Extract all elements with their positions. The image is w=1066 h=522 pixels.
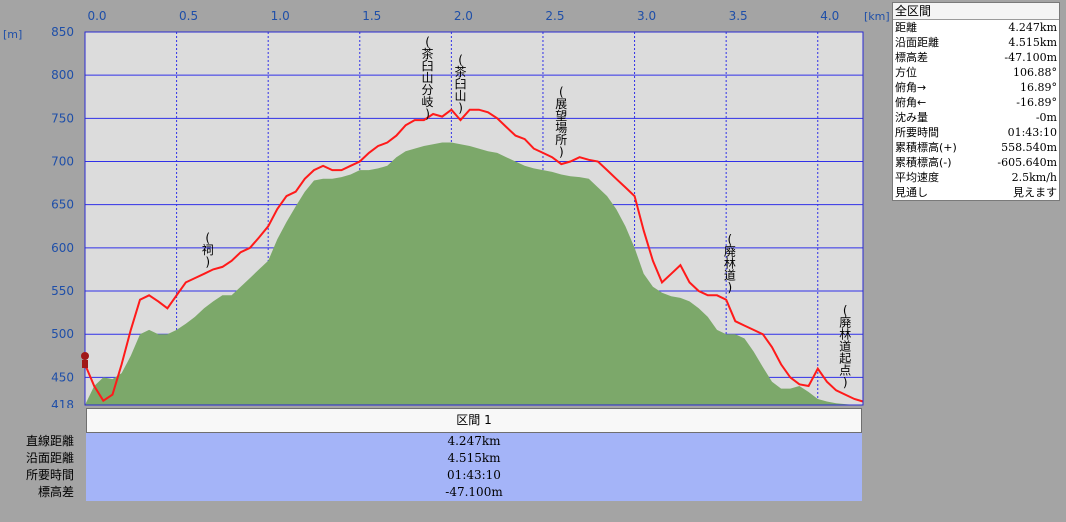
x-tick-label: 2.0 (454, 9, 473, 23)
panel-title: 全区間 (893, 3, 1059, 20)
panel-row-value: 4.247km (1008, 21, 1057, 34)
panel-row-label: 俯角→ (895, 81, 927, 94)
x-tick-label: 0.5 (179, 9, 198, 23)
panel-row-value: -16.89° (1016, 96, 1057, 109)
x-tick-label: 4.0 (820, 9, 839, 23)
panel-row-value: -0m (1035, 111, 1057, 124)
panel-row-label: 平均速度 (895, 171, 939, 184)
summary-value: 4.515km (86, 450, 862, 467)
summary-label: 直線距離 (25, 434, 74, 448)
summary-value: 01:43:10 (86, 467, 862, 484)
start-marker-icon (81, 352, 89, 368)
y-tick-label: 550 (51, 284, 74, 298)
panel-row: 所要時間 01:43:10 (893, 125, 1059, 140)
x-axis-unit-label: [km] (864, 10, 890, 23)
y-tick-label: 600 (51, 241, 74, 255)
panel-row: 沈み量 -0m (893, 110, 1059, 125)
waypoint-label: (祠) (202, 231, 214, 269)
y-axis-unit-label: [m] (3, 28, 22, 41)
panel-row: 見通し 見えます (893, 185, 1059, 200)
panel-row-value: 01:43:10 (1007, 126, 1057, 139)
panel-row: 累積標高(+) 558.540m (893, 140, 1059, 155)
panel-row: 方位 106.88° (893, 65, 1059, 80)
waypoint-label: (廃林道) (724, 233, 736, 295)
panel-row-value: -47.100m (1004, 51, 1057, 64)
waypoint-annotations: (茶臼山分岐) (茶臼山) (展望場所) (祠) (廃林道) (廃林道起点) (202, 35, 852, 390)
panel-row-value: 106.88° (1013, 66, 1057, 79)
panel-row: 標高差 -47.100m (893, 50, 1059, 65)
panel-row-value: -605.640m (997, 156, 1057, 169)
panel-row-label: 累積標高(-) (895, 156, 952, 169)
x-axis-ticks: 0.0 0.5 1.0 1.5 2.0 2.5 3.0 3.5 4.0 (87, 9, 839, 23)
panel-row-label: 俯角← (895, 96, 927, 109)
summary-label: 沿面距離 (25, 451, 74, 465)
panel-row: 沿面距離 4.515km (893, 35, 1059, 50)
summary-row: 標高差 -47.100m (0, 484, 866, 501)
waypoint-label: (廃林道起点) (839, 304, 851, 390)
panel-row-value: 見えます (1013, 186, 1057, 199)
y-tick-label: 500 (51, 327, 74, 341)
x-tick-label: 3.0 (637, 9, 656, 23)
panel-row: 累積標高(-) -605.640m (893, 155, 1059, 170)
panel-row: 俯角← -16.89° (893, 95, 1059, 110)
route-profile-line (84, 108, 864, 403)
statistics-panel: 全区間 距離 4.247km 沿面距離 4.515km 標高差 -47.100m 方位 106… (892, 2, 1060, 201)
y-tick-label: 850 (51, 25, 74, 39)
x-tick-label: 1.5 (362, 9, 381, 23)
panel-row-label: 累積標高(+) (895, 141, 957, 154)
panel-row-label: 所要時間 (895, 126, 939, 139)
y-tick-label: 450 (51, 370, 74, 384)
x-tick-label: 1.0 (271, 9, 290, 23)
section-summary: 直線距離 4.247km 沿面距離 4.515km 所要時間 01:43:10 標高差 -47… (0, 433, 866, 501)
panel-row-value: 16.89° (1020, 81, 1057, 94)
y-tick-label: 700 (51, 155, 74, 169)
summary-row: 直線距離 4.247km (0, 433, 866, 450)
panel-row: 平均速度 2.5km/h (893, 170, 1059, 185)
y-tick-label: 800 (51, 68, 74, 82)
summary-row: 所要時間 01:43:10 (0, 467, 866, 484)
panel-row-value: 558.540m (1001, 141, 1057, 154)
panel-row-label: 標高差 (895, 51, 928, 64)
waypoint-label: (茶臼山分岐) (422, 35, 434, 121)
summary-value: -47.100m (86, 484, 862, 501)
y-axis-ticks: 850 800 750 700 650 600 550 500 450 418 (51, 25, 74, 408)
panel-row-value: 4.515km (1008, 36, 1057, 49)
summary-row: 沿面距離 4.515km (0, 450, 866, 467)
panel-row-label: 沈み量 (895, 111, 928, 124)
panel-rows: 距離 4.247km 沿面距離 4.515km 標高差 -47.100m 方位 106.88°… (893, 20, 1059, 200)
waypoint-label: (茶臼山) (455, 53, 467, 115)
summary-value: 4.247km (86, 433, 862, 450)
x-tick-label: 2.5 (545, 9, 564, 23)
summary-label: 標高差 (37, 485, 74, 499)
y-tick-label: 418 (51, 398, 74, 408)
x-tick-label: 0.0 (87, 9, 106, 23)
panel-row-label: 見通し (895, 186, 928, 199)
waypoint-label: (展望場所) (555, 85, 567, 159)
panel-row: 俯角→ 16.89° (893, 80, 1059, 95)
terrain-area (85, 142, 863, 405)
x-tick-label: 3.5 (729, 9, 748, 23)
section-header[interactable]: 区間 1 (86, 408, 862, 433)
panel-row-label: 距離 (895, 21, 917, 34)
plot-frame (84, 31, 864, 406)
y-tick-label: 750 (51, 111, 74, 125)
panel-row-label: 方位 (895, 66, 917, 79)
panel-row-label: 沿面距離 (895, 36, 939, 49)
panel-row: 距離 4.247km (893, 20, 1059, 35)
summary-label: 所要時間 (25, 468, 74, 482)
y-tick-label: 650 (51, 198, 74, 212)
elevation-profile-chart: 0.0 0.5 1.0 1.5 2.0 2.5 3.0 3.5 4.0 850 800 750 700… (3, 9, 890, 408)
panel-row-value: 2.5km/h (1011, 171, 1057, 184)
